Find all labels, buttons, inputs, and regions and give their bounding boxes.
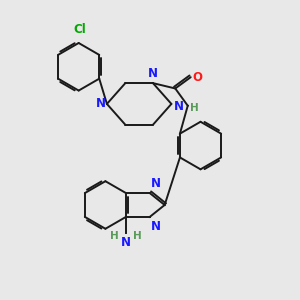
Text: H: H	[190, 103, 199, 113]
Text: N: N	[148, 67, 158, 80]
Text: N: N	[95, 98, 105, 110]
Text: N: N	[174, 100, 184, 113]
Text: Cl: Cl	[74, 23, 86, 37]
Text: N: N	[151, 220, 161, 233]
Text: H: H	[110, 231, 118, 241]
Text: O: O	[193, 71, 203, 84]
Text: N: N	[121, 236, 131, 249]
Text: N: N	[151, 176, 161, 190]
Text: H: H	[134, 231, 142, 241]
